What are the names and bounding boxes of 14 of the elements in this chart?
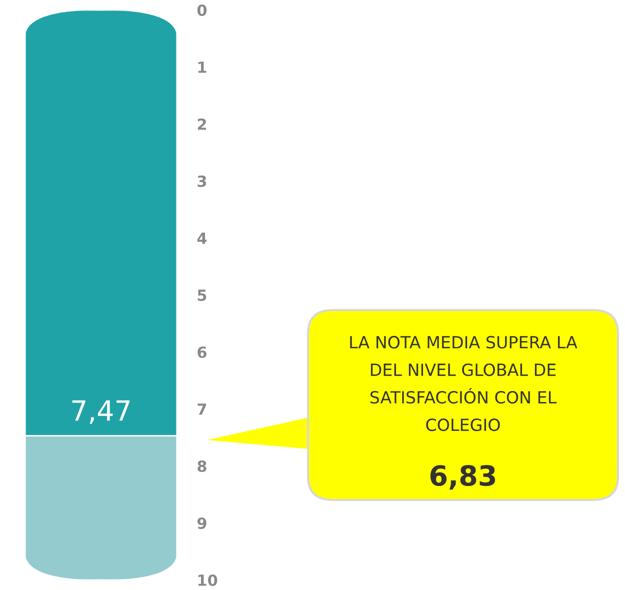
y-tick-label: 5 bbox=[198, 290, 206, 302]
y-tick-label: 0 bbox=[197, 4, 207, 16]
y-tick-label: 8 bbox=[198, 460, 206, 472]
text: 6,83 bbox=[430, 465, 496, 490]
y-tick-label: 4 bbox=[197, 232, 207, 244]
y-tick-label: 7 bbox=[198, 404, 206, 415]
y-tick-label: 2 bbox=[198, 118, 206, 130]
y-tick-label: 10 bbox=[198, 574, 218, 586]
y-tick-label: 9 bbox=[197, 517, 206, 530]
text: LA NOTA MEDIA SUPERA LA DEL NIVEL GLOBAL DE SATISFACCIÓN CON EL COLEGIO bbox=[350, 336, 578, 432]
y-tick-label: 6 bbox=[198, 346, 206, 358]
y-tick-label: 3 bbox=[198, 175, 206, 188]
data-label: 7,47 bbox=[72, 400, 130, 424]
y-tick-label: 1 bbox=[198, 62, 206, 73]
